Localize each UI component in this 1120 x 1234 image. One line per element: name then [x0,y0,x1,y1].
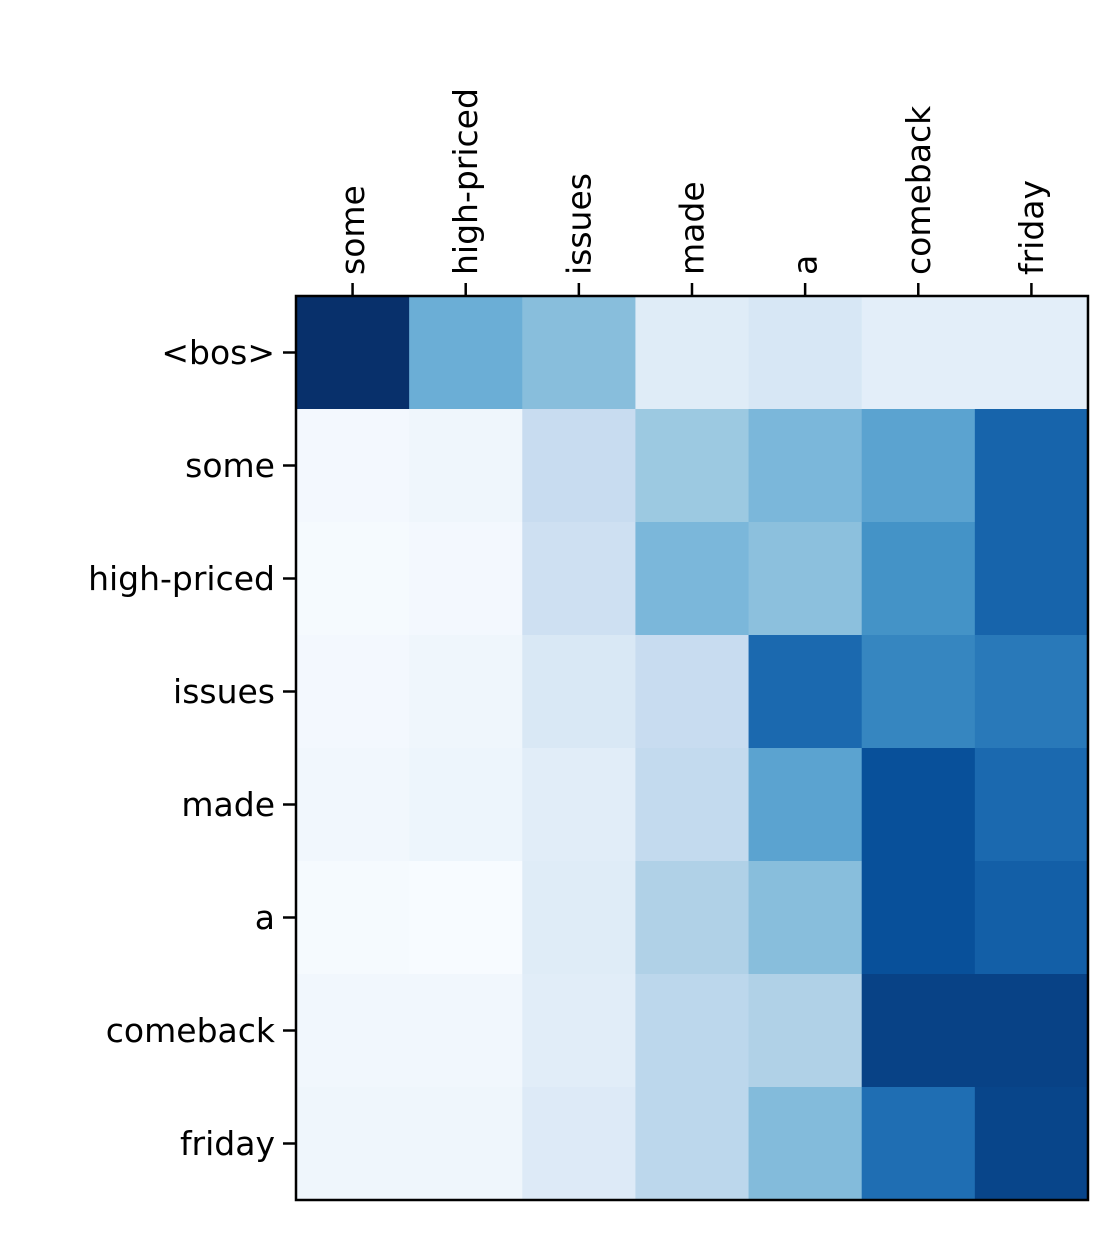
y-axis-ticks: <bos> some high-priced issues made a comeback f… [88,333,296,1163]
heatmap-cell [409,748,523,862]
heatmap-cell [974,974,1089,1088]
heatmap-cell [296,748,410,862]
heatmap-cell [748,1087,863,1201]
y-tick-label: issues [173,672,275,711]
heatmap-cell [635,1087,750,1201]
heatmap-cell [974,861,1089,975]
y-tick-label: high-priced [88,559,275,598]
heatmap-cell [748,861,863,975]
heatmap-cell [635,522,750,636]
heatmap-cell [974,748,1089,862]
heatmap-cell [974,635,1089,749]
heatmap-cell [409,409,523,523]
y-tick-label: some [185,446,275,485]
heatmap-cell [635,409,750,523]
heatmap-cell [409,974,523,1088]
x-tick-label: high-priced [446,88,485,275]
heatmap-cell [748,635,863,749]
heatmap-cell [522,748,637,862]
heatmap-cell [635,748,750,862]
y-tick-label: <bos> [161,333,275,372]
x-tick-label: a [786,255,825,275]
heatmap-cell [522,974,637,1088]
heatmap-cell [409,861,523,975]
x-tick-label: some [333,185,372,275]
heatmap-cell [748,296,863,410]
heatmap-cell [296,861,410,975]
heatmap-cell [974,409,1089,523]
y-tick-label: made [181,785,275,824]
heatmap-cells [296,296,1089,1201]
heatmap-cell [296,635,410,749]
heatmap-cell [296,974,410,1088]
heatmap-cell [861,974,976,1088]
heatmap-cell [522,1087,637,1201]
heatmap-cell [861,861,976,975]
heatmap-cell [748,748,863,862]
heatmap-cell [522,522,637,636]
heatmap-cell [635,861,750,975]
x-tick-label: comeback [899,105,938,275]
heatmap-cell [522,296,637,410]
heatmap-cell [974,1087,1089,1201]
heatmap-cell [861,522,976,636]
heatmap-cell [748,409,863,523]
y-tick-label: comeback [106,1011,276,1050]
heatmap-cell [522,409,637,523]
y-tick-label: a [255,898,275,937]
heatmap-cell [974,296,1089,410]
heatmap-cell [861,409,976,523]
heatmap-cell [635,635,750,749]
heatmap-cell [409,1087,523,1201]
heatmap-cell [296,522,410,636]
heatmap-cell [522,861,637,975]
heatmap-cell [522,635,637,749]
heatmap-cell [409,296,523,410]
heatmap-cell [861,635,976,749]
heatmap-cell [296,1087,410,1201]
heatmap-cell [861,1087,976,1201]
x-tick-label: friday [1012,180,1051,275]
heatmap-cell [635,974,750,1088]
heatmap-cell [635,296,750,410]
x-tick-label: issues [559,173,598,275]
heatmap-cell [861,296,976,410]
x-axis-ticks: some high-priced issues made a comeback friday [333,88,1051,296]
heatmap-cell [409,522,523,636]
heatmap-cell [748,522,863,636]
y-tick-label: friday [180,1124,275,1163]
heatmap-cell [296,409,410,523]
heatmap-cell [861,748,976,862]
heatmap-cell [296,296,410,410]
heatmap-cell [748,974,863,1088]
heatmap-cell [974,522,1089,636]
heatmap-cell [409,635,523,749]
x-tick-label: made [672,181,711,275]
